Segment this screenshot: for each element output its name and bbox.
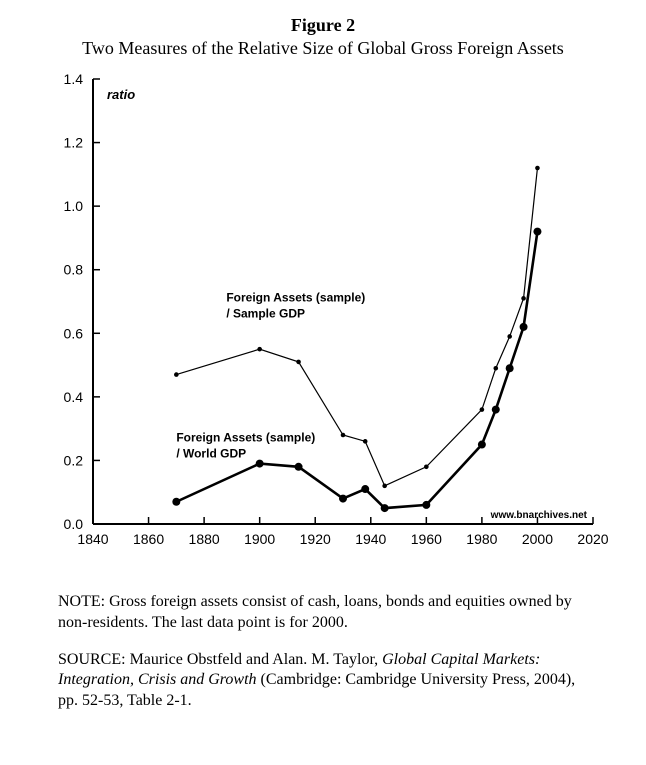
svg-text:Foreign Assets (sample): Foreign Assets (sample) <box>226 291 365 305</box>
svg-text:1980: 1980 <box>466 531 497 547</box>
line-chart: 1840 1860 1880 1900 1920 1940 1960 1980 2000 2020… <box>33 69 613 569</box>
svg-text:1860: 1860 <box>133 531 164 547</box>
svg-text:0.4: 0.4 <box>64 389 84 405</box>
svg-text:/ Sample GDP: / Sample GDP <box>226 307 305 321</box>
svg-text:0.8: 0.8 <box>64 262 84 278</box>
figure-title: Two Measures of the Relative Size of Glo… <box>15 38 631 59</box>
svg-text:0.0: 0.0 <box>64 516 84 532</box>
svg-text:0.6: 0.6 <box>64 325 84 341</box>
svg-text:/ World GDP: / World GDP <box>176 446 246 460</box>
svg-text:Foreign Assets (sample): Foreign Assets (sample) <box>176 430 315 444</box>
svg-text:1940: 1940 <box>355 531 386 547</box>
source-prefix: SOURCE: Maurice Obstfeld and Alan. M. Ta… <box>58 651 382 668</box>
chart-container: 1840 1860 1880 1900 1920 1940 1960 1980 2000 2020… <box>33 69 613 574</box>
svg-text:1900: 1900 <box>244 531 275 547</box>
figure-source: SOURCE: Maurice Obstfeld and Alan. M. Ta… <box>58 650 588 712</box>
figure-number: Figure 2 <box>15 15 631 36</box>
svg-text:2020: 2020 <box>577 531 608 547</box>
svg-text:1.4: 1.4 <box>64 71 84 87</box>
svg-text:1960: 1960 <box>411 531 442 547</box>
svg-text:1920: 1920 <box>300 531 331 547</box>
svg-text:1880: 1880 <box>189 531 220 547</box>
svg-text:ratio: ratio <box>107 87 135 102</box>
svg-text:2000: 2000 <box>522 531 553 547</box>
svg-text:1840: 1840 <box>77 531 108 547</box>
figure-note: NOTE: Gross foreign assets consist of ca… <box>58 592 588 634</box>
svg-text:www.bnarchives.net: www.bnarchives.net <box>490 510 588 521</box>
svg-text:1.2: 1.2 <box>64 135 84 151</box>
svg-text:0.2: 0.2 <box>64 452 84 468</box>
svg-text:1.0: 1.0 <box>64 198 84 214</box>
